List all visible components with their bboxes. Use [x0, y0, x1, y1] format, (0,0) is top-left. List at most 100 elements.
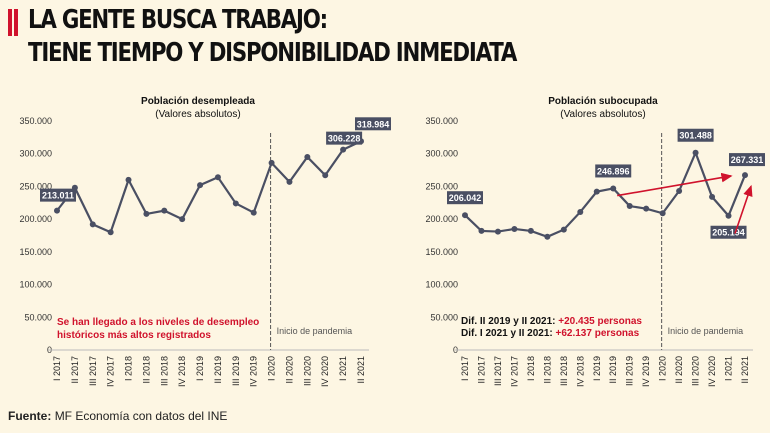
data-point [125, 176, 132, 183]
data-label-box [595, 164, 632, 178]
data-point [494, 228, 501, 235]
x-tick-label: I 2018 [124, 356, 134, 381]
x-tick-label: II 2018 [542, 356, 552, 384]
data-point [626, 203, 633, 210]
data-point [143, 210, 150, 217]
x-tick-label: I 2021 [724, 356, 734, 381]
chart-title: Población desempleada [141, 96, 255, 107]
pandemic-marker-label: Inicio de pandemia [277, 326, 353, 336]
x-tick-label: III 2020 [691, 356, 701, 386]
difference-value: +62.137 personas [556, 328, 640, 339]
x-tick-label: I 2017 [460, 356, 470, 381]
y-tick-label: 100.000 [19, 280, 52, 290]
data-label-box [710, 225, 747, 239]
data-label: 206.042 [449, 193, 482, 203]
data-label: 246.896 [597, 166, 630, 176]
x-tick-label: I 2021 [338, 356, 348, 381]
data-point [268, 159, 275, 166]
x-tick-label: III 2017 [88, 356, 98, 386]
headline-line-2: TIENE TIEMPO Y DISPONIBILIDAD INMEDIATA [28, 38, 517, 68]
chart-subtitle: (Valores absolutos) [560, 109, 645, 120]
data-point [322, 172, 329, 179]
x-tick-label: I 2019 [592, 356, 602, 381]
accent-bar [8, 9, 12, 36]
data-point [643, 205, 650, 212]
x-tick-label: II 2020 [674, 356, 684, 384]
annotation-text: históricos más altos registrados [57, 330, 211, 341]
y-tick-label: 200.000 [425, 214, 458, 224]
source-label: Fuente: [8, 409, 52, 423]
x-tick-label: III 2019 [625, 356, 635, 386]
data-point [511, 225, 518, 232]
difference-note: Dif. II 2019 y II 2021: +20.435 personas [461, 316, 642, 327]
data-label-box [40, 188, 76, 202]
series-line [56, 140, 362, 234]
chart-title: Población subocupada [548, 96, 658, 107]
x-tick-label: IV 2019 [641, 356, 651, 387]
y-tick-label: 200.000 [19, 214, 52, 224]
x-tick-label: II 2019 [608, 356, 618, 384]
source-note: Fuente: MF Economía con datos del INE [8, 409, 227, 423]
data-point [544, 233, 551, 240]
y-tick-label: 100.000 [425, 280, 458, 290]
difference-label: Dif. I 2021 y II 2021: [461, 328, 556, 339]
trend-arrow [734, 184, 753, 234]
data-point [478, 227, 485, 234]
data-label-box [355, 117, 391, 131]
x-tick-label: IV 2017 [509, 356, 519, 387]
x-tick-label: II 2021 [356, 356, 366, 384]
x-tick-label: I 2020 [658, 356, 668, 381]
x-tick-label: I 2020 [267, 356, 277, 381]
data-label-box [447, 191, 483, 205]
x-tick-label: II 2020 [284, 356, 294, 384]
x-tick-label: IV 2019 [249, 356, 259, 387]
x-tick-label: II 2021 [740, 356, 750, 384]
data-point [304, 153, 311, 160]
data-point [676, 188, 683, 195]
x-tick-label: I 2019 [195, 356, 205, 381]
x-tick-label: I 2017 [52, 356, 62, 381]
x-tick-label: IV 2020 [707, 356, 717, 387]
y-tick-label: 150.000 [19, 247, 52, 257]
pandemic-marker-label: Inicio de pandemia [668, 326, 744, 336]
x-tick-label: II 2019 [213, 356, 223, 384]
data-label-box [677, 128, 714, 142]
accent-bar [14, 9, 18, 36]
source-text: MF Economía con datos del INE [54, 409, 228, 423]
annotation-text: Se han llegado a los niveles de desemple… [57, 317, 259, 328]
data-point [527, 227, 534, 234]
data-point [89, 221, 96, 228]
chart-subtitle: (Valores absolutos) [155, 109, 240, 120]
y-tick-label: 50.000 [24, 312, 52, 322]
data-point [725, 212, 732, 219]
data-point [577, 208, 584, 215]
y-tick-label: 350.000 [425, 116, 458, 126]
x-tick-label: III 2018 [559, 356, 569, 386]
data-point [161, 207, 168, 214]
data-label: 205.194 [712, 228, 745, 238]
headline-line-1: LA GENTE BUSCA TRABAJO: [28, 5, 328, 35]
y-tick-label: 250.000 [19, 181, 52, 191]
data-point [179, 216, 186, 223]
x-tick-label: IV 2018 [177, 356, 187, 387]
data-point [232, 200, 239, 207]
data-label: 213.011 [42, 191, 74, 201]
data-label: 306.228 [328, 134, 361, 144]
data-point [250, 209, 257, 216]
data-point [462, 212, 468, 219]
data-point [214, 174, 221, 181]
x-tick-label: III 2019 [231, 356, 241, 386]
data-point [54, 207, 60, 214]
data-point [593, 188, 600, 195]
data-label-box [729, 153, 765, 167]
x-tick-label: III 2020 [302, 356, 312, 386]
data-point [340, 146, 347, 153]
data-point [560, 226, 567, 233]
y-tick-label: 300.000 [19, 149, 52, 159]
difference-label: Dif. II 2019 y II 2021: [461, 316, 558, 327]
data-label: 267.331 [731, 155, 764, 165]
data-point [107, 229, 114, 236]
x-tick-label: IV 2017 [106, 356, 116, 387]
data-label: 301.488 [679, 131, 712, 141]
data-point [692, 149, 699, 156]
